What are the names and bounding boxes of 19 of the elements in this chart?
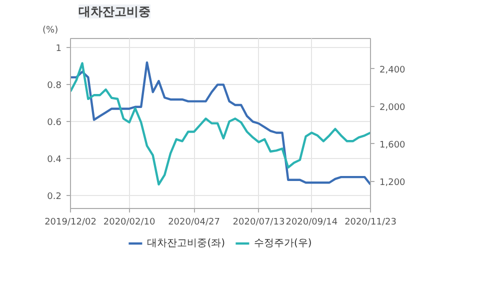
legend-label: 수정주가(우) [254, 237, 312, 250]
y-tick-label: 0.4 [47, 155, 62, 166]
y-tick-label: 0.8 [47, 81, 62, 92]
y-tick-label: 1 [56, 44, 62, 54]
y-tick-label: 0.2 [47, 192, 62, 202]
chart-title: 대차잔고비중 [78, 4, 150, 18]
y-tick-label: 0.6 [47, 118, 62, 128]
y2-tick-label: 2,000 [380, 102, 406, 113]
y2-tick-label: 2,400 [380, 65, 406, 76]
x-tick-label: 2020/04/27 [168, 218, 220, 228]
legend-label: 대차잔고비중(좌) [147, 237, 225, 250]
y-axis-title: (%) [42, 26, 58, 36]
y2-tick-label: 1,200 [380, 178, 406, 188]
x-tick-label: 2020/02/10 [103, 218, 156, 228]
x-tick-label: 2020/07/13 [232, 218, 285, 228]
y2-tick-label: 1,600 [380, 140, 406, 150]
x-tick-label: 2020/09/14 [286, 218, 338, 228]
x-tick-label: 2019/12/02 [44, 218, 96, 228]
x-tick-label: 2020/11/23 [344, 218, 396, 228]
